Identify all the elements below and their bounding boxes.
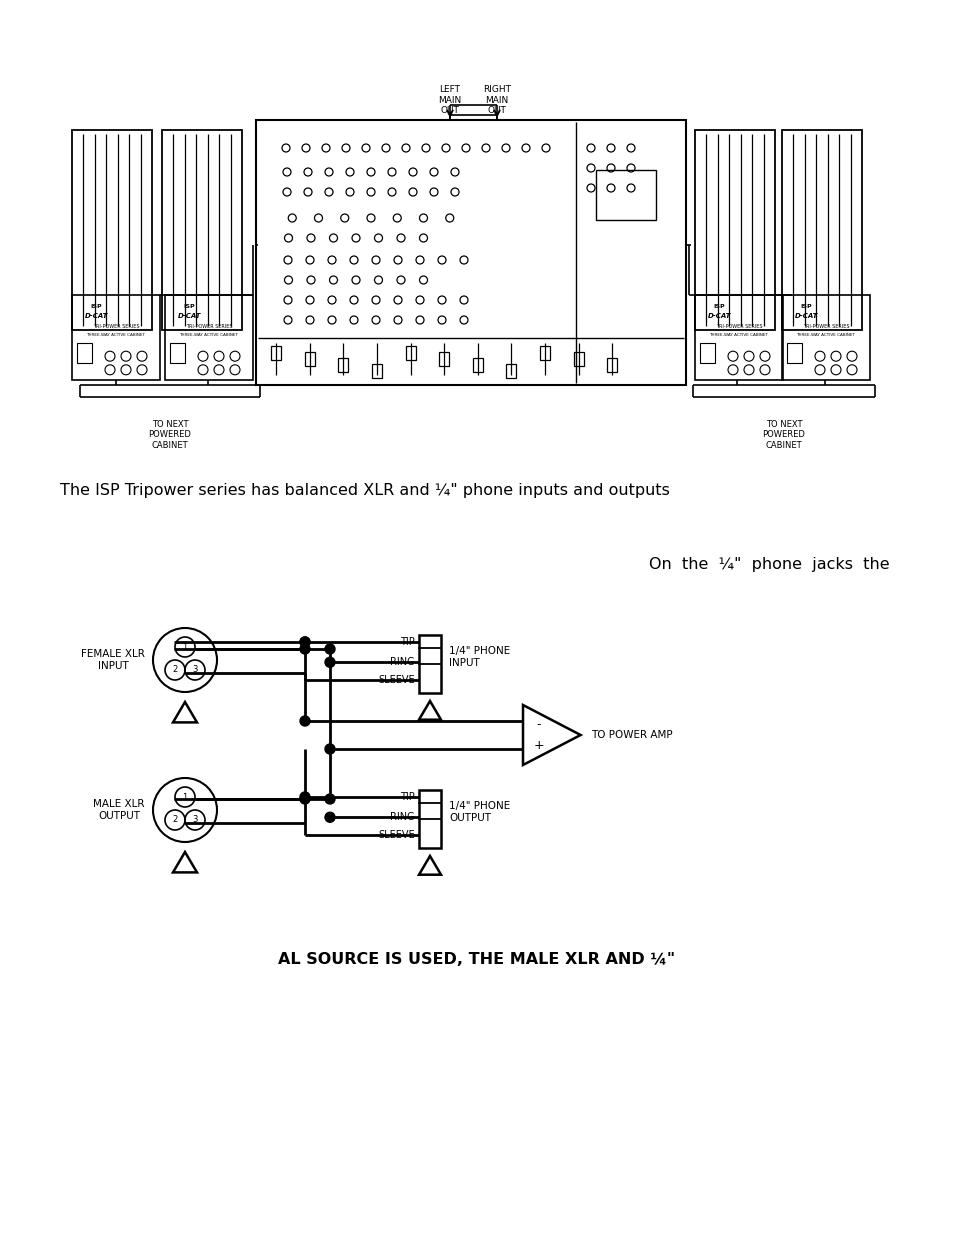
Text: TRI-POWER SERIES: TRI-POWER SERIES — [92, 324, 139, 329]
Text: D-CAT: D-CAT — [794, 314, 818, 320]
Bar — [700, 343, 714, 363]
Text: TO NEXT
POWERED
CABINET: TO NEXT POWERED CABINET — [149, 420, 192, 450]
Circle shape — [299, 643, 310, 655]
Bar — [165, 295, 253, 380]
Bar — [573, 352, 583, 366]
Text: THREE-WAY ACTIVE CABINET: THREE-WAY ACTIVE CABINET — [179, 333, 238, 337]
Bar — [781, 295, 869, 380]
Text: -: - — [537, 718, 540, 731]
Bar — [77, 343, 91, 363]
Bar — [372, 364, 381, 378]
Text: FEMALE XLR
INPUT: FEMALE XLR INPUT — [81, 650, 145, 671]
Bar — [338, 358, 348, 372]
Bar — [506, 364, 516, 378]
Text: TIP: TIP — [400, 792, 415, 802]
Bar — [162, 130, 242, 330]
Circle shape — [325, 813, 335, 823]
Bar — [781, 130, 862, 330]
Text: THREE-WAY ACTIVE CABINET: THREE-WAY ACTIVE CABINET — [87, 333, 146, 337]
Text: ISP: ISP — [91, 304, 102, 309]
Bar — [607, 358, 617, 372]
Text: D-CAT: D-CAT — [178, 314, 201, 320]
Circle shape — [325, 794, 335, 804]
Text: D-CAT: D-CAT — [707, 314, 731, 320]
Text: TO POWER AMP: TO POWER AMP — [590, 730, 672, 740]
Bar — [695, 295, 782, 380]
Bar — [405, 346, 416, 359]
Circle shape — [325, 643, 335, 655]
Text: THREE-WAY ACTIVE CABINET: THREE-WAY ACTIVE CABINET — [709, 333, 768, 337]
Text: RING: RING — [390, 657, 415, 667]
Circle shape — [299, 794, 310, 804]
Circle shape — [299, 637, 310, 647]
Bar — [438, 352, 449, 366]
Text: RING: RING — [390, 813, 415, 823]
Text: 1/4" PHONE
OUTPUT: 1/4" PHONE OUTPUT — [449, 802, 510, 823]
Circle shape — [325, 657, 335, 667]
Bar — [786, 343, 801, 363]
Text: +: + — [533, 739, 544, 752]
Bar — [304, 352, 314, 366]
Circle shape — [299, 637, 310, 647]
Text: D-CAT: D-CAT — [85, 314, 109, 320]
Text: TRI-POWER SERIES: TRI-POWER SERIES — [186, 324, 232, 329]
Text: RIGHT
MAIN
OUT: RIGHT MAIN OUT — [482, 85, 511, 115]
Circle shape — [325, 743, 335, 755]
Text: ISP: ISP — [800, 304, 812, 309]
Text: ISP: ISP — [184, 304, 195, 309]
Bar — [539, 346, 550, 359]
Bar — [71, 130, 152, 330]
Bar — [418, 635, 440, 693]
Bar — [271, 346, 281, 359]
Bar — [255, 120, 685, 385]
Circle shape — [299, 792, 310, 802]
Text: SLEEVE: SLEEVE — [378, 830, 415, 840]
Bar — [473, 358, 482, 372]
Bar — [596, 170, 656, 220]
Text: On  the  ¼"  phone  jacks  the: On the ¼" phone jacks the — [649, 557, 889, 573]
Bar — [418, 790, 440, 848]
Text: AL SOURCE IS USED, THE MALE XLR AND ¼": AL SOURCE IS USED, THE MALE XLR AND ¼" — [278, 952, 675, 967]
Bar — [71, 295, 160, 380]
Text: MALE XLR
OUTPUT: MALE XLR OUTPUT — [93, 799, 145, 821]
Text: 2: 2 — [172, 666, 177, 674]
Text: TRI-POWER SERIES: TRI-POWER SERIES — [801, 324, 848, 329]
Text: SLEEVE: SLEEVE — [378, 676, 415, 685]
Text: 2: 2 — [172, 815, 177, 825]
Text: TO NEXT
POWERED
CABINET: TO NEXT POWERED CABINET — [761, 420, 804, 450]
Text: THREE-WAY ACTIVE CABINET: THREE-WAY ACTIVE CABINET — [796, 333, 855, 337]
Text: LEFT
MAIN
OUT: LEFT MAIN OUT — [438, 85, 461, 115]
Text: TIP: TIP — [400, 637, 415, 647]
Text: ISP: ISP — [713, 304, 724, 309]
Text: TRI-POWER SERIES: TRI-POWER SERIES — [715, 324, 761, 329]
Text: 3: 3 — [193, 815, 197, 825]
Bar — [170, 343, 185, 363]
Text: 1: 1 — [182, 642, 188, 652]
Text: 1/4" PHONE
INPUT: 1/4" PHONE INPUT — [449, 646, 510, 668]
Text: 1: 1 — [182, 793, 188, 802]
Text: The ISP Tripower series has balanced XLR and ¼" phone inputs and outputs: The ISP Tripower series has balanced XLR… — [60, 483, 669, 498]
Text: 3: 3 — [193, 666, 197, 674]
Circle shape — [299, 716, 310, 726]
Bar — [695, 130, 774, 330]
